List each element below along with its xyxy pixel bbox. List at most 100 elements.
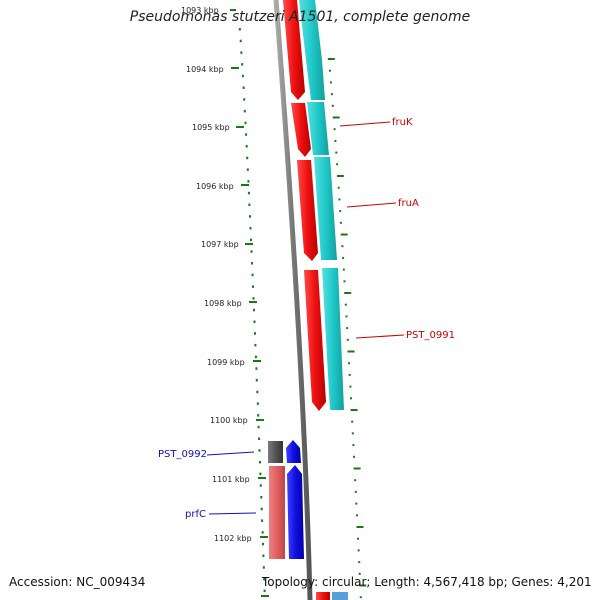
outer-ring-tick	[346, 327, 349, 330]
ruler-minor-tick	[260, 507, 263, 511]
gene-label-PST_0992[interactable]: PST_0992	[158, 449, 207, 460]
ruler-minor-tick	[261, 519, 264, 522]
gene-label-fruA[interactable]: fruA	[398, 198, 419, 209]
outer-ring-tick	[357, 537, 359, 540]
outer-ring-tick	[328, 69, 331, 72]
ruler-minor-tick	[252, 285, 254, 288]
outer-ring-tick	[336, 163, 339, 166]
outer-ring-tick	[359, 584, 367, 587]
ruler-minor-ticks	[238, 28, 266, 593]
gene-label-fruK[interactable]: fruK	[392, 117, 413, 128]
ruler-minor-tick	[262, 542, 264, 546]
ruler-minor-tick	[240, 51, 243, 54]
ruler-minor-tick	[254, 332, 256, 335]
outer-ring-tick	[349, 385, 352, 388]
gene-label-PST_0991[interactable]: PST_0991	[406, 330, 455, 341]
ruler-minor-tick	[263, 589, 266, 593]
ruler-minor-tick	[247, 180, 250, 183]
ruler-minor-tick	[254, 343, 257, 347]
ruler-minor-tick	[256, 390, 259, 394]
outer-ring-tick	[330, 93, 333, 96]
outer-ring-tick	[351, 432, 354, 435]
tick-label-1101: 1101 kbp	[212, 475, 250, 484]
ruler-minor-tick	[243, 98, 246, 101]
outer-ring-tick	[343, 280, 346, 283]
ruler-minor-tick	[243, 109, 246, 113]
ruler-minor-tick	[250, 238, 252, 242]
ruler-minor-tick	[257, 425, 260, 429]
ruler-minor-tick	[241, 63, 244, 66]
gene-arrow-PST_0991[interactable]	[304, 270, 326, 411]
outer-ring-tick	[357, 549, 360, 552]
ruler-minor-tick	[253, 308, 255, 312]
leader-fruA	[346, 202, 397, 208]
outer-ring-tick	[336, 175, 344, 177]
outer-ring-tick	[353, 455, 355, 458]
gene-block-cyan-3[interactable]	[314, 157, 337, 260]
ruler-minor-tick	[253, 320, 256, 323]
tick-label-1093: 1093 kbp	[181, 6, 219, 15]
ruler-minor-tick	[263, 577, 266, 581]
gene-block-cyan-2[interactable]	[307, 102, 329, 155]
ruler-minor-tick	[238, 28, 241, 31]
leader-prfC	[208, 512, 257, 515]
leader-fruK	[339, 121, 391, 127]
outer-ring-tick	[341, 245, 344, 248]
gene-arrow-blue-1[interactable]	[286, 440, 301, 463]
ruler-minor-tick	[245, 145, 248, 148]
ruler-minor-tick	[249, 215, 251, 218]
ruler-minor-tick	[242, 86, 245, 89]
outer-ring-tick	[340, 233, 348, 236]
gene-labels: fruK fruA PST_0991 PST_0992 prfC	[158, 117, 455, 520]
gene-block-prfC[interactable]	[269, 466, 285, 559]
gene-label-prfC[interactable]: prfC	[185, 509, 206, 520]
outer-ring-tick	[355, 514, 358, 517]
ruler-minor-tick	[249, 226, 252, 230]
ruler-minor-tick	[259, 484, 262, 487]
outer-ring-tick	[337, 186, 340, 189]
gene-arrow-red-1[interactable]	[283, 0, 305, 100]
gene-arrow-fruA[interactable]	[297, 160, 318, 261]
outer-ring-tick	[329, 81, 332, 84]
outer-ring-tick	[344, 303, 347, 306]
outer-ring-tick	[332, 116, 340, 119]
topology-label: Topology: circular; Length: 4,567,418 bp…	[262, 575, 592, 589]
tick-label-1097: 1097 kbp	[201, 240, 239, 249]
ruler-minor-tick	[248, 203, 251, 206]
gene-block-cyan-4[interactable]	[322, 268, 344, 410]
gene-block-cyan-1[interactable]	[299, 0, 325, 100]
outer-ring-tick	[348, 362, 351, 365]
ruler-minor-tick	[246, 168, 249, 171]
ruler-minor-tick	[239, 39, 242, 43]
outer-ring-tick	[339, 221, 342, 224]
ruler-minor-tick	[246, 156, 249, 160]
cyan-track-genes	[299, 0, 344, 410]
outer-ring-tick	[356, 526, 364, 528]
gene-block-bottom-red[interactable]	[316, 592, 330, 600]
outer-ring-tick	[333, 128, 336, 131]
tick-label-1096: 1096 kbp	[196, 182, 234, 191]
outer-ring-ticks	[327, 58, 367, 599]
ruler-minor-tick	[250, 250, 253, 253]
leader-PST_0991	[355, 334, 405, 339]
outer-ring-tick	[350, 397, 352, 400]
ruler-minor-tick	[251, 262, 253, 265]
tick-label-1095: 1095 kbp	[192, 123, 230, 132]
ruler-minor-tick	[262, 566, 265, 569]
page-title: Pseudomonas stutzeri A1501, complete gen…	[129, 9, 471, 25]
gene-arrow-blue-2[interactable]	[287, 465, 304, 559]
ruler-minor-tick	[247, 191, 250, 195]
outer-ring-tick	[350, 409, 358, 411]
gene-block-PST_0992[interactable]	[268, 441, 283, 463]
outer-ring-tick	[355, 502, 358, 505]
tick-label-1099: 1099 kbp	[207, 358, 245, 367]
accession-label: Accession: NC_009434	[9, 575, 146, 589]
forward-strand-genes	[283, 0, 326, 411]
gene-arrow-fruK[interactable]	[291, 103, 311, 157]
genome-backbone	[273, 0, 313, 600]
gene-block-bottom-blue[interactable]	[332, 592, 348, 600]
ruler-minor-tick	[251, 273, 254, 277]
tick-label-1098: 1098 kbp	[204, 299, 242, 308]
ruler-minor-tick	[255, 379, 258, 382]
